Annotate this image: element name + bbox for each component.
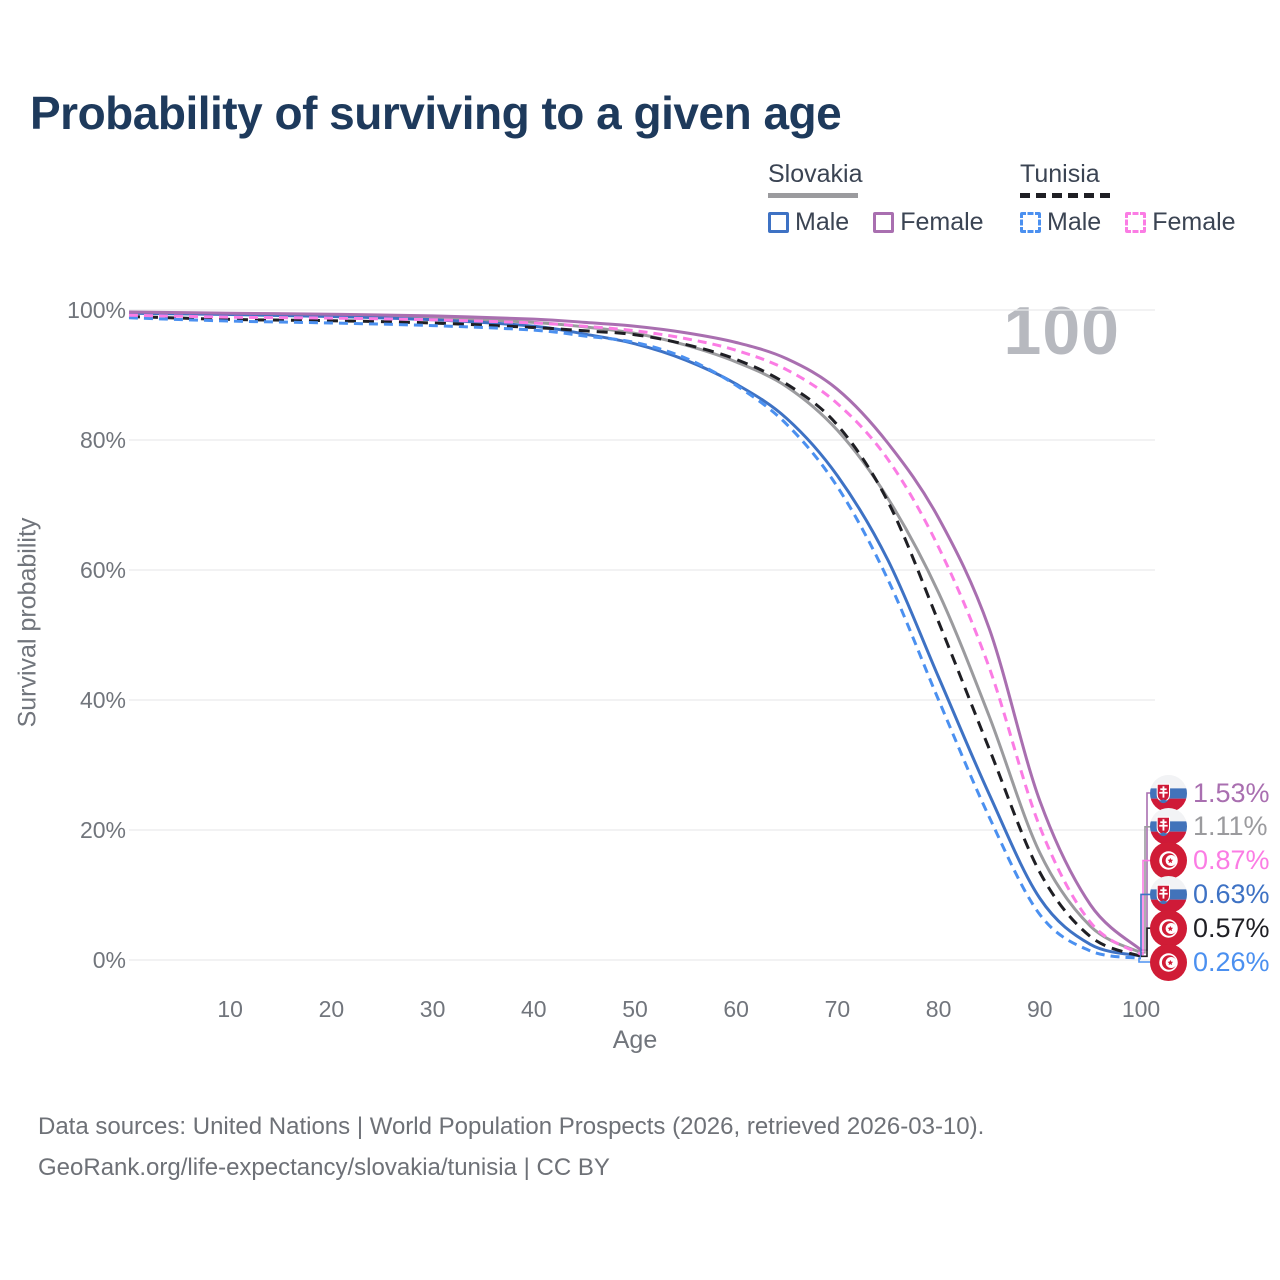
legend-country-slovakia: Slovakia bbox=[768, 160, 863, 188]
y-tick-label: 80% bbox=[79, 427, 126, 453]
x-tick-label: 70 bbox=[824, 996, 851, 1022]
x-tick-label: 80 bbox=[925, 996, 952, 1022]
tunisia-flag-icon bbox=[1150, 842, 1187, 880]
legend-item-label: Male bbox=[1047, 208, 1102, 236]
connector-line-tunisia_male bbox=[1138, 957, 1151, 963]
end-label-value: 0.57% bbox=[1193, 912, 1270, 943]
x-tick-label: 40 bbox=[521, 996, 547, 1022]
series-line-slovakia_female[interactable] bbox=[128, 310, 1143, 952]
end-label-row-slovakia_male: 0.63% bbox=[1150, 875, 1270, 913]
x-tick-label: 100 bbox=[1121, 996, 1161, 1022]
slovakia-flag-icon bbox=[1150, 875, 1187, 913]
series-line-tunisia_male[interactable] bbox=[128, 316, 1142, 960]
checkbox-icon[interactable] bbox=[768, 212, 789, 233]
connector-line-tunisia_avg bbox=[1141, 927, 1151, 958]
checkbox-icon[interactable] bbox=[1125, 212, 1147, 233]
legend-country-tunisia: Tunisia bbox=[1020, 160, 1100, 188]
end-label-value: 1.11% bbox=[1193, 811, 1268, 842]
series-line-slovakia_male[interactable] bbox=[128, 311, 1142, 958]
y-tick-label: 20% bbox=[79, 817, 126, 843]
slovakia-flag-icon bbox=[1150, 808, 1187, 846]
x-tick-label: 30 bbox=[419, 996, 446, 1022]
end-label-row-tunisia_avg: 0.57% bbox=[1150, 909, 1270, 947]
legend-item-label: Female bbox=[900, 208, 984, 236]
end-label-row-slovakia_female: 1.53% bbox=[1150, 774, 1270, 812]
y-tick-label: 40% bbox=[79, 687, 126, 713]
end-label-row-tunisia_male: 0.26% bbox=[1150, 943, 1270, 981]
x-tick-label: 20 bbox=[318, 996, 345, 1022]
slovakia-flag-icon bbox=[1150, 774, 1187, 812]
connector-line-slovakia_male bbox=[1140, 893, 1151, 956]
tunisia-flag-icon bbox=[1150, 842, 1187, 880]
tunisia-flag-icon bbox=[1150, 943, 1187, 981]
legend-item-slovakia-male[interactable]: Male bbox=[768, 208, 849, 237]
slovakia-flag-icon bbox=[1150, 774, 1187, 812]
legend-item-label: Male bbox=[795, 208, 850, 236]
end-label-value: 0.87% bbox=[1193, 845, 1270, 876]
checkbox-icon[interactable] bbox=[873, 212, 895, 233]
slovakia-flag-icon bbox=[1150, 875, 1187, 913]
y-tick-label: 0% bbox=[92, 947, 126, 973]
legend-item-label: Female bbox=[1152, 208, 1236, 236]
checkbox-icon[interactable] bbox=[1020, 212, 1041, 233]
footer: Data sources: United Nations | World Pop… bbox=[38, 1106, 984, 1188]
x-tick-label: 50 bbox=[622, 996, 648, 1022]
legend-line-sample-tunisia bbox=[1020, 193, 1110, 198]
end-label-row-slovakia_avg: 1.11% bbox=[1150, 808, 1268, 846]
legend-item-tunisia-male[interactable]: Male bbox=[1020, 208, 1101, 237]
end-label-value: 1.53% bbox=[1193, 777, 1270, 808]
page-title: Probability of surviving to a given age bbox=[30, 87, 842, 139]
age-watermark: 100 bbox=[1003, 293, 1120, 369]
legend-item-tunisia-female[interactable]: Female bbox=[1125, 208, 1236, 237]
y-tick-label: 60% bbox=[79, 557, 126, 583]
footer-license-line: GeoRank.org/life-expectancy/slovakia/tun… bbox=[38, 1154, 610, 1181]
x-tick-label: 10 bbox=[217, 996, 243, 1022]
series-line-tunisia_avg[interactable] bbox=[128, 315, 1142, 958]
x-tick-label: 90 bbox=[1027, 996, 1053, 1022]
y-axis-title: Survival probability bbox=[13, 517, 42, 728]
connector-line-slovakia_female bbox=[1141, 792, 1151, 951]
tunisia-flag-icon bbox=[1150, 909, 1187, 947]
end-label-row-tunisia_female: 0.87% bbox=[1150, 842, 1270, 880]
footer-source-line: Data sources: United Nations | World Pop… bbox=[38, 1113, 985, 1140]
legend-group-tunisia: Tunisia Male Female bbox=[1020, 160, 1236, 237]
y-tick-label: 100% bbox=[67, 297, 126, 323]
connector-line-tunisia_female bbox=[1141, 859, 1151, 956]
tunisia-flag-icon bbox=[1150, 909, 1187, 947]
x-tick-label: 60 bbox=[723, 996, 749, 1022]
legend-line-sample-slovakia bbox=[768, 193, 858, 198]
legend-item-slovakia-female[interactable]: Female bbox=[873, 208, 984, 237]
slovakia-flag-icon bbox=[1150, 808, 1187, 846]
legend-group-slovakia: Slovakia Male Female bbox=[768, 160, 984, 237]
tunisia-flag-icon bbox=[1150, 943, 1187, 981]
series-line-tunisia_female[interactable] bbox=[128, 313, 1142, 956]
end-label-value: 0.26% bbox=[1193, 946, 1270, 977]
x-axis-title: Age bbox=[612, 1026, 658, 1054]
end-label-value: 0.63% bbox=[1193, 878, 1270, 909]
